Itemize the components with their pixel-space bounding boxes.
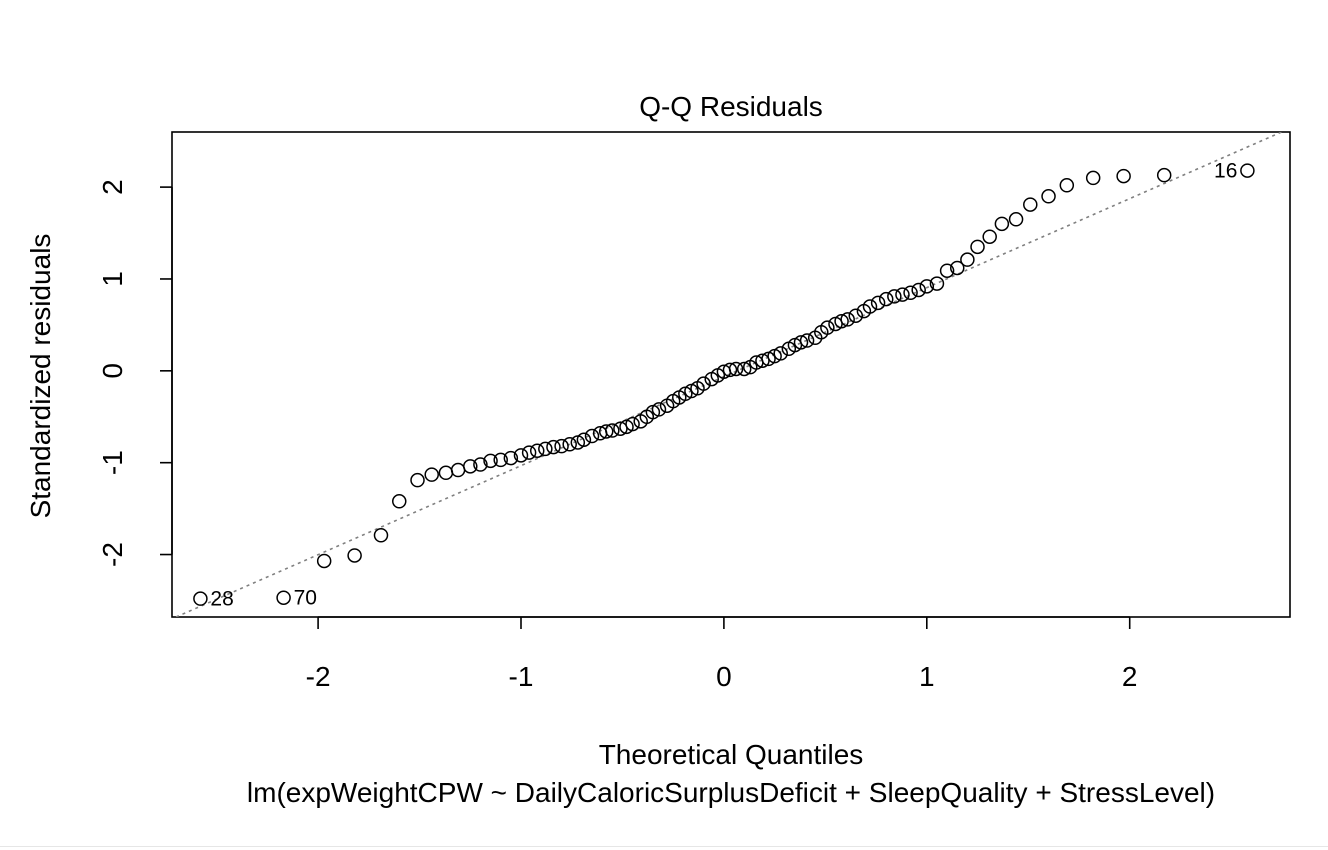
qq-point [347, 548, 362, 563]
qq-point [793, 335, 809, 350]
qq-point [840, 312, 855, 327]
qq-point [799, 333, 815, 348]
y-axis: -2 -1 0 1 2 [97, 179, 173, 567]
qq-point [911, 282, 926, 298]
qq-point [1240, 163, 1255, 178]
outlier-label: 70 [294, 587, 317, 610]
qq-point [1156, 167, 1172, 183]
qq-point [554, 438, 569, 454]
chart-title: Q-Q Residuals [639, 91, 823, 122]
x-axis: -2 -1 0 1 2 [306, 616, 1138, 692]
x-tick-label: 0 [716, 661, 732, 692]
qq-point [1085, 170, 1101, 186]
qq-point [939, 263, 955, 278]
qq-point [870, 295, 886, 311]
qq-point [862, 299, 878, 314]
qq-point [438, 465, 454, 481]
qq-point [1023, 197, 1038, 212]
point-labels-layer: 28 70 16 [210, 160, 1237, 611]
qq-point [903, 285, 918, 300]
qq-point [1008, 212, 1024, 227]
x-tick-label: -2 [306, 661, 331, 692]
x-tick-label: -1 [509, 661, 534, 692]
qq-point [316, 553, 332, 569]
outlier-label: 16 [1214, 160, 1237, 183]
qq-point [513, 448, 529, 463]
qq-point [503, 450, 519, 466]
y-tick-label: 2 [97, 179, 128, 195]
qq-point [834, 313, 849, 329]
points-layer [193, 163, 1255, 606]
plot-frame [171, 131, 1291, 618]
x-axis-label: Theoretical Quantiles [599, 739, 864, 770]
reference-line-layer [175, 132, 1284, 617]
x-tick-label: 2 [1122, 661, 1138, 692]
qq-point [728, 361, 744, 377]
qq-point [473, 457, 488, 472]
qq-point [773, 346, 788, 361]
qq-point [521, 445, 537, 460]
qq-point [576, 432, 592, 447]
qq-point [1041, 189, 1056, 204]
qq-point [755, 353, 770, 368]
qq-point [598, 424, 614, 439]
qq-point [1116, 168, 1131, 184]
qq-point [605, 423, 620, 438]
qq-point [736, 361, 752, 377]
qq-point [625, 416, 640, 432]
qq-point [878, 291, 894, 307]
qq-point [424, 467, 439, 482]
qq-point [1059, 178, 1075, 193]
qq-point [820, 320, 835, 335]
qq-point [722, 362, 738, 378]
qq-point [450, 462, 466, 478]
qq-point [887, 289, 902, 304]
qq-point [696, 376, 711, 391]
model-formula-subtitle: lm(expWeightCPW ~ DailyCaloricSurplusDef… [247, 777, 1215, 808]
qq-point [493, 452, 508, 468]
y-tick-label: 0 [97, 363, 128, 379]
y-tick-label: -1 [97, 450, 128, 475]
qq-point [994, 216, 1010, 232]
qq-point [562, 437, 577, 452]
qq-point [848, 308, 864, 323]
qq-point [584, 428, 600, 444]
x-tick-label: 1 [919, 661, 935, 692]
qq-point [960, 252, 975, 267]
outlier-label: 28 [210, 588, 233, 611]
qq-point [982, 229, 997, 244]
qq-point [919, 279, 935, 294]
qq-point [373, 527, 389, 543]
qq-point [193, 591, 208, 606]
qq-point [949, 260, 965, 276]
qq-point [463, 459, 478, 474]
qq-point [410, 472, 425, 488]
qq-point [546, 439, 561, 455]
qq-point [970, 239, 985, 255]
qq-point [529, 443, 545, 458]
y-axis-label: Standardized residuals [25, 234, 56, 519]
y-tick-label: 1 [97, 271, 128, 287]
qq-point [483, 453, 498, 469]
qq-point [392, 494, 407, 509]
qq-point [651, 402, 667, 417]
qq-point [613, 421, 628, 436]
qq-point [276, 590, 291, 605]
bottom-divider [0, 846, 1328, 847]
qq-point [538, 441, 553, 457]
y-tick-label: -2 [97, 542, 128, 567]
qq-reference-line [175, 132, 1284, 617]
qq-point [895, 287, 910, 302]
qq-point [929, 276, 945, 291]
